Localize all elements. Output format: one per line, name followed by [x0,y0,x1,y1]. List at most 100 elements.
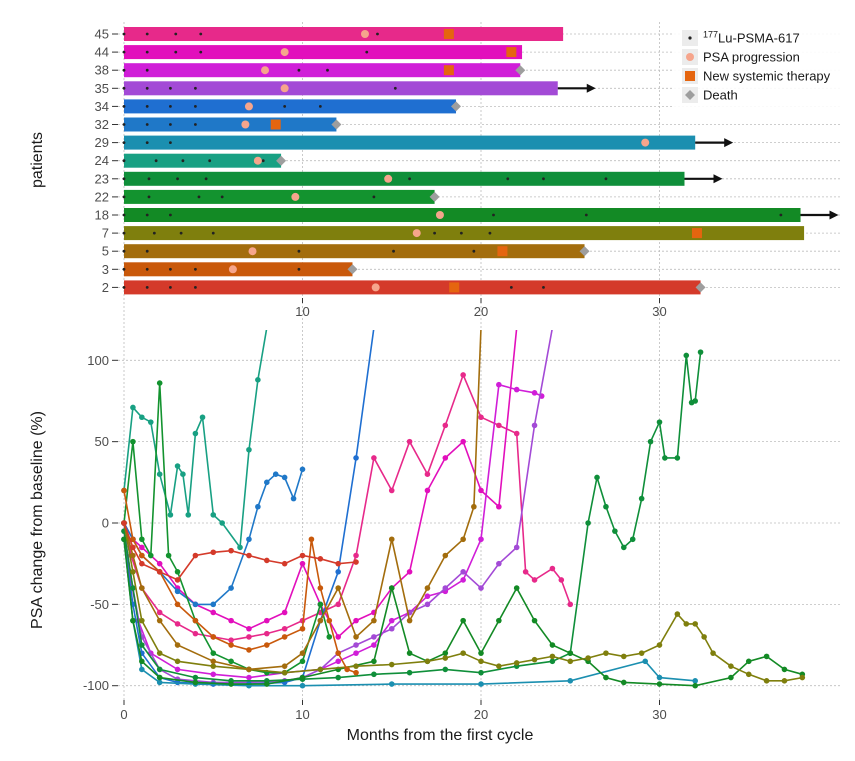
psa-data-point [210,671,217,678]
treatment-cycle-dot [779,213,783,217]
psa-data-point [299,560,306,567]
psa-data-point [496,617,502,624]
psa-data-point [629,536,636,543]
ongoing-arrowhead [724,138,734,148]
treatment-cycle-dot [261,159,265,163]
psa-data-point [406,617,413,624]
psa-data-point [388,487,395,494]
psa-data-point [478,487,484,494]
psa-data-point [621,544,627,551]
psa-data-point [228,681,234,687]
psa-data-point [147,419,154,425]
death-marker [695,282,706,293]
legend-psa-marker [686,53,694,61]
new-systemic-therapy-marker [443,65,454,76]
psa-data-point [799,674,806,681]
psa-data-point [567,658,574,665]
treatment-cycle-dot [376,32,379,36]
psa-data-point [567,678,574,684]
x-tick-label: 10 [295,707,309,722]
psa-data-point [558,577,565,583]
psa-data-point [192,617,199,624]
psa-data-point [781,666,788,673]
psa-data-point [255,377,261,383]
patient-bar [124,27,564,41]
y-tick-label: 100 [87,353,109,368]
psa-data-point [130,552,136,559]
psa-data-point [139,585,145,591]
psa-data-point [210,549,217,556]
treatment-cycle-dot [174,32,178,36]
patient-bar [124,153,282,168]
psa-data-point [353,455,359,461]
new-systemic-therapy-marker [270,119,281,130]
psa-data-point [255,503,261,510]
psa-data-point [471,503,477,510]
treatment-cycle-dot [393,86,397,90]
treatment-cycle-dot [122,105,126,108]
patient-tick-label: 32 [95,117,109,132]
psa-data-point [335,569,342,575]
psa-data-point [317,617,324,624]
psa-data-point [139,536,145,543]
line-x-axis-label: Months from the first cycle [347,727,534,744]
psa-data-point [567,650,574,656]
psa-data-point [185,512,192,518]
treatment-cycle-dot [174,50,178,54]
treatment-cycle-dot [169,141,172,145]
line-y-ticks: -100 -50 0 50 100 [83,353,118,693]
psa-progression-marker [280,48,289,57]
treatment-cycle-dot [145,32,149,36]
death-marker [331,119,342,130]
psa-data-point [156,380,163,386]
psa-data-point [335,658,342,665]
psa-series-line [123,352,702,682]
psa-data-point [638,495,645,502]
psa-data-point [460,536,466,543]
treatment-cycle-dot [145,141,149,145]
psa-data-point [317,601,324,608]
treatment-cycle-dot [147,177,151,181]
psa-data-point [130,536,136,543]
treatment-cycle-dot [208,159,212,163]
psa-data-point [656,681,663,687]
psa-data-point [290,495,297,502]
psa-data-point [210,601,217,608]
legend: 177Lu-PSMA-617 PSA progression New systemi… [672,24,842,118]
psa-data-point [264,630,270,637]
treatment-cycle-dot [179,231,183,235]
treatment-cycle-dot [145,213,149,217]
psa-data-point [460,569,466,575]
treatment-cycle-dot [492,213,495,217]
psa-data-point [442,552,449,559]
psa-data-point [147,552,154,559]
death-marker [429,191,440,202]
psa-data-point [478,658,484,665]
psa-data-point [371,634,377,640]
psa-data-point [264,557,270,564]
psa-data-point [353,552,359,559]
psa-data-point [638,650,645,656]
line-y-axis-label: PSA change from baseline (%) [29,411,46,629]
psa-progression-marker [244,102,253,111]
psa-data-point [662,455,668,461]
psa-data-point [674,611,681,617]
psa-data-point [246,446,252,453]
patient-tick-label: 2 [102,280,109,295]
psa-progression-marker [412,229,421,238]
psa-data-point [424,585,431,591]
legend-cycle-dot [688,36,692,40]
psa-data-point [603,674,609,681]
psa-data-point [299,552,306,559]
psa-data-point [513,585,520,591]
patient-bar [124,117,337,132]
psa-data-point [335,560,342,567]
psa-data-point [156,609,163,616]
treatment-cycle-dot [145,123,149,126]
psa-data-point [174,577,181,583]
patient-tick-label: 18 [95,208,109,223]
psa-data-point [496,381,502,388]
psa-data-point [121,487,127,494]
psa-data-point [647,438,654,445]
psa-data-point [174,666,181,673]
